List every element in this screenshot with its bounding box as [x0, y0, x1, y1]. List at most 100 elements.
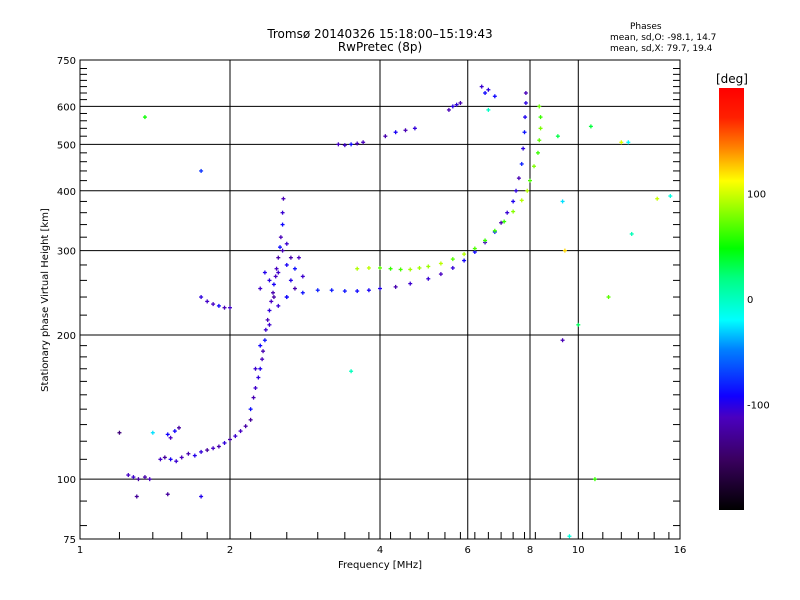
data-point: [142, 475, 147, 480]
data-point: [276, 255, 281, 260]
data-point: [355, 141, 360, 146]
data-point: [342, 289, 347, 294]
data-point: [388, 266, 393, 271]
data-point: [280, 222, 285, 227]
data-point: [472, 250, 477, 255]
data-point: [417, 265, 422, 270]
data-point: [199, 168, 204, 173]
data-point: [479, 84, 484, 89]
data-point: [233, 434, 238, 439]
x-tick-label: 6: [465, 545, 471, 556]
data-point: [619, 140, 624, 145]
data-point: [222, 305, 227, 310]
data-point: [199, 449, 204, 454]
data-point: [168, 435, 173, 440]
data-point: [349, 369, 354, 374]
data-point: [199, 295, 204, 300]
data-point: [284, 295, 289, 300]
data-point: [168, 457, 173, 462]
data-point: [408, 267, 413, 272]
data-point: [147, 477, 152, 482]
data-point: [256, 375, 261, 380]
data-point: [560, 338, 565, 343]
data-point: [562, 248, 567, 253]
phase-info-o-values: -98.1, 14.7: [667, 33, 717, 43]
data-point: [248, 417, 253, 422]
data-point: [186, 451, 191, 456]
data-point: [274, 266, 279, 271]
data-point: [450, 265, 455, 270]
data-point: [426, 276, 431, 281]
plot-frame: [79, 59, 681, 540]
x-axis-label: Frequency [MHz]: [338, 560, 422, 571]
data-point: [288, 278, 293, 283]
data-point: [458, 100, 463, 105]
data-point: [258, 366, 263, 371]
data-point: [514, 188, 519, 193]
data-point: [284, 241, 289, 246]
data-point: [280, 248, 285, 253]
data-point: [165, 492, 170, 497]
data-point: [134, 494, 139, 499]
data-point: [655, 196, 660, 201]
data-point: [276, 303, 281, 308]
data-point: [228, 305, 232, 310]
data-point: [172, 429, 177, 434]
y-tick-label: 500: [57, 140, 76, 151]
colorbar: [719, 88, 744, 510]
x-tick-label: 4: [377, 545, 383, 556]
data-point: [243, 424, 248, 429]
data-point: [281, 196, 286, 201]
data-point: [205, 299, 210, 304]
data-point: [502, 219, 507, 224]
data-point: [267, 278, 272, 283]
data-point: [165, 432, 170, 437]
y-tick-label: 300: [57, 247, 76, 258]
data-point: [329, 288, 334, 293]
data-point: [292, 286, 297, 291]
data-point: [519, 198, 524, 203]
data-point: [211, 302, 216, 307]
data-point: [248, 407, 253, 412]
colorbar-tick-label: -100: [747, 401, 770, 412]
data-point: [292, 266, 297, 271]
data-point: [271, 295, 276, 300]
y-tick-labels: 75 100 200 300 400 500 600 750: [57, 56, 76, 546]
data-point: [629, 231, 634, 236]
data-point: [228, 437, 232, 442]
data-point: [192, 453, 197, 458]
data-point: [265, 317, 270, 322]
data-point: [142, 115, 147, 120]
data-point: [523, 100, 528, 105]
data-point: [403, 128, 408, 133]
data-point: [576, 322, 581, 327]
data-point: [511, 199, 516, 204]
data-point: [588, 124, 593, 129]
data-point: [492, 228, 497, 233]
data-point: [260, 357, 265, 362]
data-point: [296, 255, 301, 260]
data-point: [251, 395, 256, 400]
data-point: [253, 385, 258, 390]
data-point: [199, 494, 204, 499]
phase-info-o-label: mean, sd,O:: [610, 33, 665, 43]
data-point: [366, 288, 371, 293]
data-point: [271, 290, 276, 295]
data-point: [126, 473, 131, 478]
data-point: [555, 134, 560, 139]
data-point: [383, 134, 388, 139]
data-point: [537, 104, 542, 109]
data-point: [176, 425, 181, 430]
data-point: [300, 290, 305, 295]
data-point: [150, 430, 155, 435]
data-point: [349, 142, 354, 147]
data-point: [267, 322, 272, 327]
data-point: [438, 261, 443, 266]
chart-title-line1: Tromsø 20140326 15:18:00–15:19:43: [267, 27, 493, 41]
data-point: [269, 299, 274, 304]
data-point: [336, 142, 341, 147]
data-point: [378, 286, 382, 291]
x-tick-label: 16: [674, 545, 687, 556]
x-tick-label: 8: [527, 545, 533, 556]
data-point: [273, 274, 278, 279]
